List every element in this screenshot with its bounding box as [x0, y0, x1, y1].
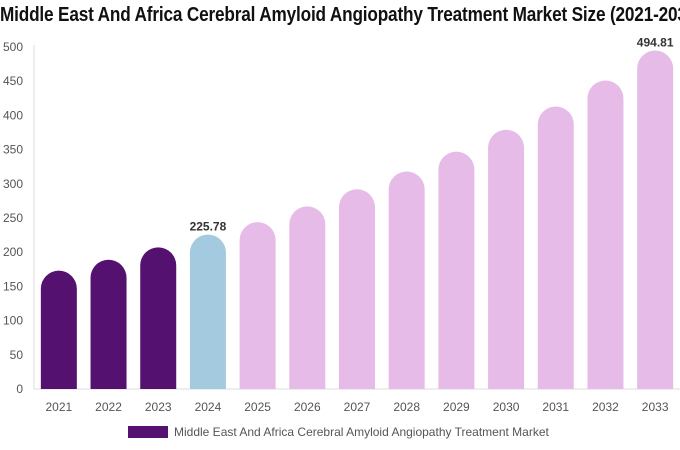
x-tick-label: 2028	[393, 400, 420, 414]
x-tick-label: 2022	[95, 400, 122, 414]
x-tick-label: 2031	[542, 400, 569, 414]
bar-2028	[388, 171, 425, 389]
y-tick-label: 0	[16, 382, 23, 396]
bar-2031	[537, 106, 574, 390]
y-tick-label: 300	[3, 177, 23, 191]
bar-2024	[189, 234, 226, 389]
y-tick-label: 450	[3, 74, 23, 88]
bar-2025	[239, 222, 276, 389]
legend-swatch	[128, 426, 168, 438]
y-tick-label: 50	[10, 348, 24, 362]
y-tick-label: 400	[3, 108, 23, 122]
data-label: 225.78	[190, 220, 227, 234]
x-tick-label: 2030	[493, 400, 520, 414]
y-tick-label: 200	[3, 245, 23, 259]
bar-2026	[289, 206, 326, 389]
bar-2021	[40, 270, 77, 389]
bar-2027	[339, 189, 375, 389]
x-tick-label: 2023	[145, 400, 172, 414]
bar-2030	[488, 129, 525, 389]
x-tick-label: 2032	[592, 400, 619, 414]
bar-2022	[90, 259, 127, 389]
y-tick-label: 150	[3, 279, 23, 293]
x-tick-label: 2033	[642, 400, 669, 414]
x-tick-label: 2025	[244, 400, 271, 414]
x-tick-label: 2029	[443, 400, 470, 414]
legend: Middle East And Africa Cerebral Amyloid …	[128, 425, 549, 439]
y-tick-label: 100	[3, 314, 23, 328]
x-tick-label: 2021	[45, 400, 72, 414]
data-label: 494.81	[637, 36, 674, 50]
chart-title: Middle East And Africa Cerebral Amyloid …	[0, 4, 680, 26]
bar-2023	[140, 247, 177, 389]
bar-2033	[637, 50, 674, 389]
x-tick-label: 2027	[344, 400, 371, 414]
x-tick-label: 2026	[294, 400, 321, 414]
legend-label: Middle East And Africa Cerebral Amyloid …	[174, 425, 549, 439]
y-tick-label: 500	[3, 40, 23, 54]
x-tick-label: 2024	[195, 400, 222, 414]
bar-2029	[438, 151, 475, 389]
y-tick-label: 350	[3, 143, 23, 157]
bar-2032	[587, 80, 624, 390]
y-tick-label: 250	[3, 211, 23, 225]
